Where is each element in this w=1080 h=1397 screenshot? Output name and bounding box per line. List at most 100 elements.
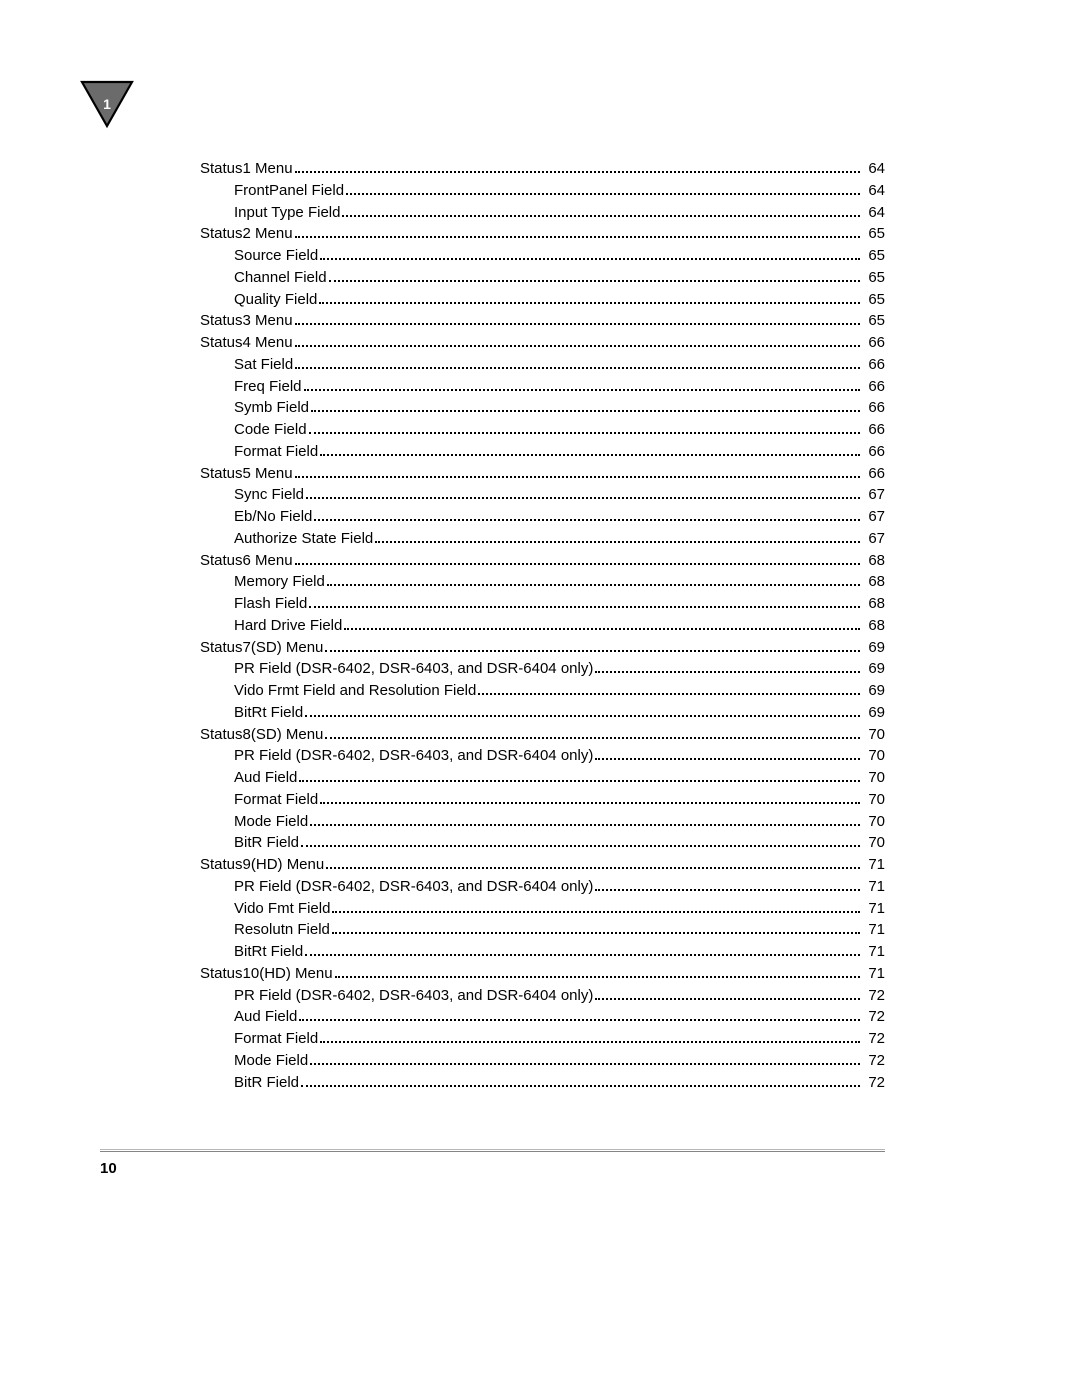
toc-entry-label: Status1 Menu bbox=[200, 158, 293, 180]
toc-entry-page: 68 bbox=[864, 615, 885, 637]
toc-entry-page: 72 bbox=[864, 1028, 885, 1050]
toc-entry-label: Source Field bbox=[234, 245, 318, 267]
toc-leader-dots bbox=[595, 758, 860, 760]
toc-entry-label: BitR Field bbox=[234, 1072, 299, 1094]
toc-entry-page: 68 bbox=[864, 571, 885, 593]
toc-entry-page: 65 bbox=[864, 245, 885, 267]
toc-entry-page: 71 bbox=[864, 876, 885, 898]
toc-entry-label: Format Field bbox=[234, 441, 318, 463]
toc-entry-page: 64 bbox=[864, 158, 885, 180]
toc-entry-label: Mode Field bbox=[234, 1050, 308, 1072]
toc-leader-dots bbox=[311, 410, 860, 412]
toc-row: BitR Field72 bbox=[200, 1072, 885, 1094]
toc-entry-page: 70 bbox=[864, 745, 885, 767]
toc-entry-page: 66 bbox=[864, 397, 885, 419]
toc-row: Mode Field70 bbox=[200, 811, 885, 833]
toc-row: BitRt Field69 bbox=[200, 702, 885, 724]
toc-leader-dots bbox=[295, 323, 861, 325]
toc-entry-label: Input Type Field bbox=[234, 202, 340, 224]
toc-entry-page: 68 bbox=[864, 550, 885, 572]
toc-entry-label: BitRt Field bbox=[234, 941, 303, 963]
toc-leader-dots bbox=[320, 802, 860, 804]
toc-entry-label: Status8(SD) Menu bbox=[200, 724, 323, 746]
toc-row: Quality Field65 bbox=[200, 289, 885, 311]
toc-entry-label: FrontPanel Field bbox=[234, 180, 344, 202]
toc-row: PR Field (DSR-6402, DSR-6403, and DSR-64… bbox=[200, 745, 885, 767]
toc-leader-dots bbox=[327, 584, 860, 586]
toc-entry-page: 65 bbox=[864, 223, 885, 245]
toc-entry-page: 66 bbox=[864, 376, 885, 398]
table-of-contents: Status1 Menu 64FrontPanel Field64Input Ty… bbox=[200, 158, 885, 1093]
toc-row: Status4 Menu66 bbox=[200, 332, 885, 354]
toc-row: Aud Field72 bbox=[200, 1006, 885, 1028]
toc-entry-page: 66 bbox=[864, 463, 885, 485]
toc-entry-page: 71 bbox=[864, 919, 885, 941]
toc-entry-page: 65 bbox=[864, 310, 885, 332]
toc-entry-label: BitRt Field bbox=[234, 702, 303, 724]
toc-row: Format Field 66 bbox=[200, 441, 885, 463]
toc-entry-page: 70 bbox=[864, 832, 885, 854]
toc-leader-dots bbox=[342, 215, 860, 217]
toc-entry-label: PR Field (DSR-6402, DSR-6403, and DSR-64… bbox=[234, 876, 593, 898]
toc-entry-label: Freq Field bbox=[234, 376, 302, 398]
toc-row: Channel Field65 bbox=[200, 267, 885, 289]
toc-leader-dots bbox=[332, 932, 860, 934]
toc-entry-label: Aud Field bbox=[234, 1006, 297, 1028]
toc-row: Status7(SD) Menu69 bbox=[200, 637, 885, 659]
toc-leader-dots bbox=[295, 367, 860, 369]
toc-leader-dots bbox=[329, 280, 861, 282]
toc-entry-label: Status2 Menu bbox=[200, 223, 293, 245]
toc-row: Status3 Menu65 bbox=[200, 310, 885, 332]
toc-row: Vido Frmt Field and Resolution Field 69 bbox=[200, 680, 885, 702]
toc-row: PR Field (DSR-6402, DSR-6403, and DSR-64… bbox=[200, 876, 885, 898]
toc-entry-page: 65 bbox=[864, 267, 885, 289]
toc-row: FrontPanel Field64 bbox=[200, 180, 885, 202]
toc-entry-page: 66 bbox=[864, 332, 885, 354]
toc-entry-label: Flash Field bbox=[234, 593, 307, 615]
toc-leader-dots bbox=[295, 563, 861, 565]
toc-entry-label: Status9(HD) Menu bbox=[200, 854, 324, 876]
toc-entry-page: 66 bbox=[864, 441, 885, 463]
toc-row: Status10(HD) Menu 71 bbox=[200, 963, 885, 985]
toc-row: Format Field 72 bbox=[200, 1028, 885, 1050]
toc-entry-label: Aud Field bbox=[234, 767, 297, 789]
toc-entry-page: 67 bbox=[864, 484, 885, 506]
toc-leader-dots bbox=[320, 258, 860, 260]
toc-entry-label: Mode Field bbox=[234, 811, 308, 833]
toc-row: Vido Fmt Field71 bbox=[200, 898, 885, 920]
toc-entry-page: 70 bbox=[864, 767, 885, 789]
toc-row: Sat Field66 bbox=[200, 354, 885, 376]
toc-row: BitRt Field71 bbox=[200, 941, 885, 963]
toc-leader-dots bbox=[346, 193, 860, 195]
toc-leader-dots bbox=[305, 954, 860, 956]
toc-row: Status9(HD) Menu71 bbox=[200, 854, 885, 876]
toc-leader-dots bbox=[310, 1063, 860, 1065]
toc-row: Status1 Menu 64 bbox=[200, 158, 885, 180]
toc-entry-page: 69 bbox=[864, 680, 885, 702]
toc-entry-label: Sat Field bbox=[234, 354, 293, 376]
toc-entry-label: Format Field bbox=[234, 1028, 318, 1050]
toc-row: PR Field (DSR-6402, DSR-6403, and DSR-64… bbox=[200, 985, 885, 1007]
toc-row: Authorize State Field67 bbox=[200, 528, 885, 550]
toc-leader-dots bbox=[309, 432, 861, 434]
chapter-number: 1 bbox=[103, 96, 111, 112]
toc-entry-label: Memory Field bbox=[234, 571, 325, 593]
toc-entry-label: Eb/No Field bbox=[234, 506, 312, 528]
toc-entry-label: Quality Field bbox=[234, 289, 317, 311]
toc-leader-dots bbox=[344, 628, 860, 630]
toc-leader-dots bbox=[319, 302, 860, 304]
toc-leader-dots bbox=[326, 867, 860, 869]
chapter-badge: 1 bbox=[80, 80, 134, 130]
toc-entry-page: 71 bbox=[864, 963, 885, 985]
toc-entry-page: 69 bbox=[864, 637, 885, 659]
toc-leader-dots bbox=[295, 171, 861, 173]
toc-row: Input Type Field64 bbox=[200, 202, 885, 224]
toc-row: Memory Field 68 bbox=[200, 571, 885, 593]
toc-leader-dots bbox=[305, 715, 860, 717]
toc-entry-label: Vido Frmt Field and Resolution Field bbox=[234, 680, 476, 702]
toc-row: Status6 Menu68 bbox=[200, 550, 885, 572]
toc-leader-dots bbox=[325, 650, 860, 652]
toc-row: Symb Field66 bbox=[200, 397, 885, 419]
toc-entry-label: Status10(HD) Menu bbox=[200, 963, 333, 985]
toc-leader-dots bbox=[304, 389, 861, 391]
